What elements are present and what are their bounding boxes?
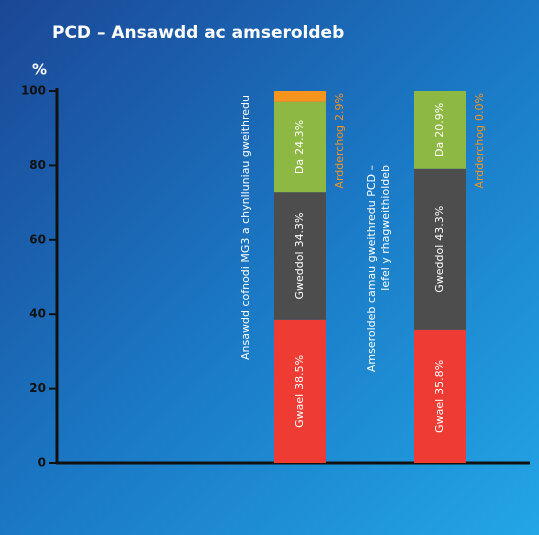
y-tick-label: 80 — [29, 158, 46, 172]
series-name: Gwael — [433, 399, 446, 433]
bar-segment — [414, 329, 466, 463]
bar-segment — [274, 319, 326, 463]
value-label: 38.5% — [293, 355, 306, 390]
value-label: 35.8% — [433, 360, 446, 395]
y-tick-label: 60 — [29, 232, 46, 246]
category-label: lefel y rhagweithioldeb — [379, 165, 392, 291]
series-name: Da — [293, 159, 306, 174]
series-name: Ardderchog — [473, 125, 486, 189]
data-label: Da 20.9% — [433, 103, 446, 157]
value-label: 43.3% — [433, 206, 446, 241]
series-name: Da — [433, 142, 446, 157]
y-tick-label: 100 — [21, 84, 46, 98]
data-label: Gweddol 43.3% — [433, 206, 446, 293]
data-label: Ardderchog 2.9% — [333, 93, 346, 189]
bar-segment — [274, 91, 326, 102]
value-label: 34.3% — [293, 212, 306, 247]
bar-segment — [414, 91, 466, 169]
data-label: Gweddol 34.3% — [293, 212, 306, 299]
data-label: Gwael 38.5% — [293, 355, 306, 428]
y-axis-label: % — [32, 61, 47, 79]
series-name: Gwael — [293, 394, 306, 428]
data-label: Da 24.3% — [293, 120, 306, 174]
bar-segment — [274, 192, 326, 320]
category-label: Amseroldeb camau gweithredu PCD – — [365, 165, 378, 372]
bar-segment — [414, 168, 466, 330]
chart-title: PCD – Ansawdd ac amseroldeb — [52, 23, 344, 43]
y-tick-label: 40 — [29, 307, 46, 321]
data-label: Ardderchog 0.0% — [473, 93, 486, 189]
y-tick-label: 0 — [38, 456, 46, 470]
value-label: 0.0% — [473, 93, 486, 121]
category-label: Ansawdd cofnodi MG3 a chynlluniau gweith… — [239, 95, 252, 360]
series-name: Ardderchog — [333, 125, 346, 189]
series-name: Gweddol — [293, 251, 306, 299]
data-label: Gwael 35.8% — [433, 360, 446, 433]
series-name: Gweddol — [433, 245, 446, 293]
y-tick-label: 20 — [29, 381, 46, 395]
value-label: 20.9% — [433, 103, 446, 138]
value-label: 24.3% — [293, 120, 306, 155]
bar-segment — [274, 101, 326, 193]
value-label: 2.9% — [333, 93, 346, 121]
